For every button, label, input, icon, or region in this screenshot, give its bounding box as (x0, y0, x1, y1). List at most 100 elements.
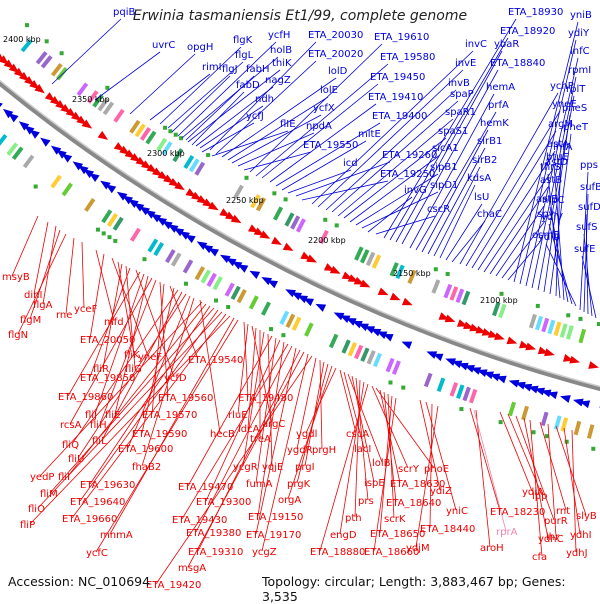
forward-gene-label[interactable]: opgH (187, 42, 213, 53)
forward-gene-label[interactable]: ydiY (568, 28, 590, 39)
reverse-gene-label[interactable]: ETA_19590 (132, 429, 187, 440)
forward-gene-label[interactable]: ycfH (268, 30, 290, 41)
reverse-gene-label[interactable]: rnt (556, 506, 570, 517)
reverse-gene-label[interactable]: ETA_19300 (196, 497, 251, 508)
forward-gene-label[interactable]: ycfJ (246, 111, 264, 122)
reverse-gene-label[interactable]: ETA_19430 (172, 515, 227, 526)
forward-gene-label[interactable]: astB (540, 175, 562, 186)
reverse-gene-label[interactable]: ETA_18230 (490, 507, 545, 518)
reverse-gene-label[interactable]: slyB (576, 511, 597, 522)
forward-gene-label[interactable]: pheS (562, 103, 587, 114)
reverse-gene-label[interactable]: scrK (384, 514, 406, 525)
forward-gene-label[interactable]: invC (465, 39, 487, 50)
forward-gene-label[interactable]: ndh (255, 94, 274, 105)
forward-gene-label[interactable]: pps A (580, 160, 600, 171)
reverse-gene-label[interactable]: fliO (28, 504, 45, 515)
forward-gene-label[interactable]: yniB (570, 10, 592, 21)
forward-gene-label[interactable]: kdsA (467, 173, 491, 184)
reverse-gene-label[interactable]: ygdl (296, 429, 317, 440)
reverse-gene-label[interactable]: ygdR (287, 445, 313, 456)
forward-gene-label[interactable]: ybaR (494, 39, 519, 50)
reverse-gene-label[interactable]: ETA_19380 (186, 528, 241, 539)
reverse-gene-label[interactable]: ydiZ (430, 486, 452, 497)
reverse-gene-label[interactable]: ydhI (570, 530, 592, 541)
reverse-gene-label[interactable]: cfa (532, 552, 547, 563)
forward-gene-label[interactable]: lsU (474, 192, 489, 203)
forward-gene-label[interactable]: infC (570, 46, 590, 57)
forward-gene-label[interactable]: ETA_19400 (372, 111, 427, 122)
reverse-gene-label[interactable]: ycfD (164, 373, 187, 384)
reverse-gene-label[interactable]: ispE (364, 478, 385, 489)
forward-gene-label[interactable]: ETA_19410 (368, 92, 423, 103)
reverse-gene-label[interactable]: hecB (210, 429, 235, 440)
forward-gene-label[interactable]: npdA (306, 121, 332, 132)
reverse-gene-label[interactable]: argC (262, 419, 285, 430)
forward-gene-label[interactable]: ydiU (538, 232, 560, 243)
reverse-gene-label[interactable]: ETA_19630 (80, 480, 135, 491)
reverse-gene-label[interactable]: ETA_18640 (386, 498, 441, 509)
reverse-gene-label[interactable]: lacI (354, 444, 371, 455)
reverse-gene-label[interactable]: yceF (74, 304, 98, 315)
forward-gene-label[interactable]: chaC (477, 209, 502, 220)
forward-gene-label[interactable]: ETA_19610 (374, 32, 429, 43)
forward-gene-label[interactable]: pqiB (113, 7, 135, 18)
reverse-gene-label[interactable]: ydhC (538, 534, 564, 545)
reverse-gene-label[interactable]: ETA_19660 (62, 514, 117, 525)
reverse-gene-label[interactable]: mfd (104, 317, 124, 328)
reverse-gene-label[interactable]: yedP (30, 472, 54, 483)
forward-gene-label[interactable]: flgL (235, 50, 254, 61)
reverse-gene-label[interactable]: msgA (178, 563, 206, 574)
reverse-gene-label[interactable]: flgN (8, 330, 28, 341)
reverse-gene-label[interactable]: ETA_19540 (188, 355, 243, 366)
reverse-gene-label[interactable]: mnmA (100, 530, 133, 541)
reverse-gene-label[interactable]: ldcA (238, 424, 260, 435)
reverse-gene-label[interactable]: purR (544, 516, 568, 527)
reverse-gene-label[interactable]: lolB (372, 458, 391, 469)
forward-gene-label[interactable]: argM (548, 119, 573, 130)
reverse-gene-label[interactable]: ycgR (233, 462, 258, 473)
forward-gene-label[interactable]: uvrC (152, 40, 175, 51)
forward-gene-label[interactable]: astA (547, 139, 569, 150)
forward-gene-label[interactable]: osmE (532, 230, 559, 241)
reverse-gene-label[interactable]: pth (345, 513, 362, 524)
forward-gene-label[interactable]: mltE (358, 129, 381, 140)
reverse-gene-label[interactable]: yqjE (262, 462, 283, 473)
forward-gene-label[interactable]: ETA_19580 (380, 52, 435, 63)
reverse-gene-label[interactable]: ETA_20050 (80, 335, 135, 346)
reverse-gene-label[interactable]: ETA_18880 (310, 547, 365, 558)
forward-gene-label[interactable]: ETA_19260 (382, 150, 437, 161)
reverse-gene-label[interactable]: treA (250, 434, 271, 445)
reverse-gene-label[interactable]: fliR (93, 364, 109, 375)
forward-gene-label[interactable]: thiK (272, 58, 292, 69)
forward-gene-label[interactable]: spaS1 (438, 126, 468, 137)
forward-gene-label[interactable]: ETA_20030 (308, 30, 363, 41)
forward-gene-label[interactable]: fabD (236, 80, 260, 91)
forward-gene-label[interactable]: flIE (280, 119, 296, 130)
reverse-gene-label[interactable]: ydhJ (566, 548, 588, 559)
reverse-gene-label[interactable]: rcsA (60, 420, 82, 431)
reverse-gene-label[interactable]: ETA_18650 (370, 529, 425, 540)
reverse-gene-label[interactable]: ETA_19640 (70, 497, 125, 508)
forward-gene-label[interactable]: spaP (450, 89, 474, 100)
reverse-gene-label[interactable]: ycfC (86, 548, 108, 559)
forward-gene-label[interactable]: ETA_19550 (303, 140, 358, 151)
forward-gene-label[interactable]: ydiV (541, 212, 563, 223)
forward-gene-label[interactable]: invE (455, 58, 476, 69)
reverse-gene-label[interactable]: prgH (312, 445, 336, 456)
forward-gene-label[interactable]: ETA_18840 (490, 58, 545, 69)
reverse-gene-label[interactable]: prgK (287, 479, 311, 490)
reverse-gene-label[interactable]: scrY (398, 464, 420, 475)
highlight-gene-label[interactable]: rprA (496, 527, 518, 538)
forward-gene-label[interactable]: flgK (233, 35, 253, 46)
forward-gene-label[interactable]: spaR1 (445, 107, 476, 118)
forward-gene-label[interactable]: sipB1 (430, 162, 458, 173)
reverse-gene-label[interactable]: fliE (105, 410, 120, 421)
forward-gene-label[interactable]: ihfA (553, 142, 573, 153)
forward-gene-label[interactable]: thrS (540, 162, 561, 173)
reverse-gene-label[interactable]: prs (358, 496, 374, 507)
reverse-gene-label[interactable]: fliH (90, 420, 107, 431)
forward-gene-label[interactable]: sufD (578, 202, 600, 213)
reverse-gene-label[interactable]: lhr (546, 532, 560, 543)
forward-gene-label[interactable]: pheT (563, 122, 589, 133)
reverse-gene-label[interactable]: fliL (92, 436, 107, 447)
